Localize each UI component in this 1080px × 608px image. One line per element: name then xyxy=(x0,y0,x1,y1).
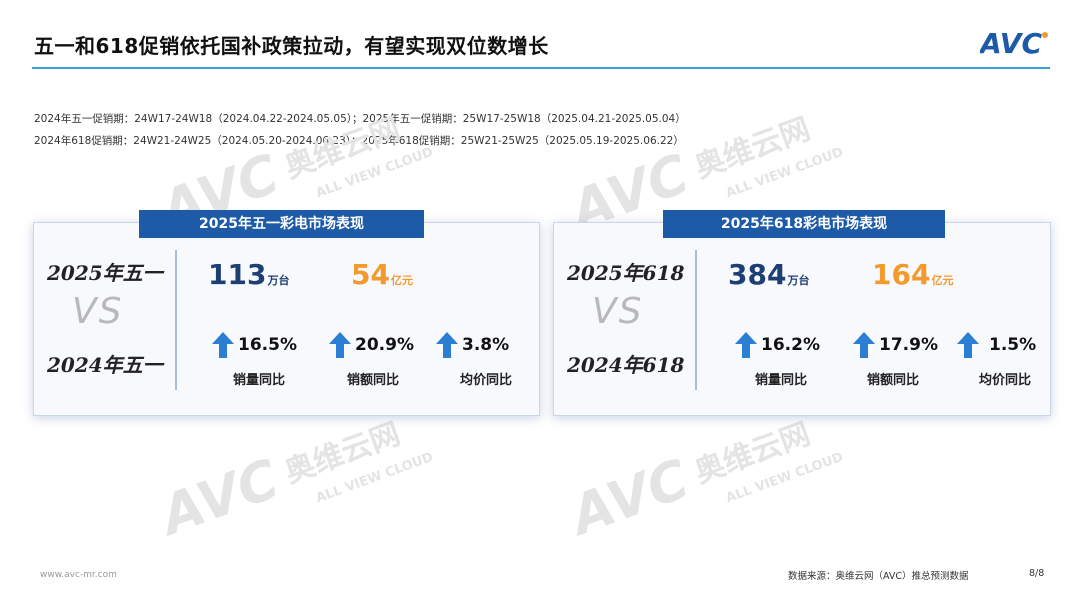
may-day-revenue-label: 销额同比 xyxy=(347,373,400,388)
svg-text:ALL VIEW CLOUD: ALL VIEW CLOUD xyxy=(314,145,435,201)
may-day-price-growth: 3.8% xyxy=(436,332,509,358)
logo-text: AVC xyxy=(980,27,1042,60)
may-day-divider xyxy=(175,250,177,390)
may-day-volume-label: 销量同比 xyxy=(233,373,286,388)
svg-text:ALL VIEW CLOUD: ALL VIEW CLOUD xyxy=(314,450,435,506)
may-day-revenue-growth: 20.9% xyxy=(329,332,414,358)
up-arrow-icon xyxy=(436,332,458,358)
header-divider xyxy=(32,67,1050,69)
svg-text:ALL VIEW CLOUD: ALL VIEW CLOUD xyxy=(724,450,845,506)
svg-text:AVC: AVC xyxy=(160,447,287,549)
up-arrow-icon xyxy=(735,332,757,358)
may-day-card xyxy=(33,222,540,416)
svg-text:ALL VIEW CLOUD: ALL VIEW CLOUD xyxy=(724,145,845,201)
may-day-previous-period: 2024年五一 xyxy=(47,353,163,377)
data-source-note: 数据来源：奥维云网（AVC）推总预测数据 xyxy=(788,571,969,582)
may-day-revenue-value: 54亿元 xyxy=(351,258,413,291)
may-day-price-label: 均价同比 xyxy=(460,373,513,388)
may-day-volume-growth: 16.5% xyxy=(212,332,297,358)
s618-card-header: 2025年618彩电市场表现 xyxy=(663,210,945,238)
up-arrow-icon xyxy=(212,332,234,358)
page-number: 8/8 xyxy=(1029,568,1045,579)
svg-text:奥维云网: 奥维云网 xyxy=(690,417,815,491)
s618-card xyxy=(553,222,1051,416)
s618-vs-label: VS xyxy=(592,291,644,332)
may-day-volume-value: 113万台 xyxy=(208,258,290,291)
svg-text:AVC: AVC xyxy=(559,447,697,549)
s618-price-label: 均价同比 xyxy=(979,373,1032,388)
s618-revenue-label: 销额同比 xyxy=(867,373,920,388)
may-day-current-period: 2025年五一 xyxy=(47,261,163,285)
up-arrow-icon xyxy=(957,332,979,358)
may-day-card-header: 2025年五一彩电市场表现 xyxy=(139,210,424,238)
period-note-may-day: 2024年五一促销期：24W17-24W18（2024.04.22-2024.0… xyxy=(34,113,686,125)
s618-revenue-growth: 17.9% xyxy=(853,332,938,358)
s618-volume-label: 销量同比 xyxy=(755,373,808,388)
s618-previous-period: 2024年618 xyxy=(567,353,685,377)
s618-divider xyxy=(695,250,697,390)
svg-text:奥维云网: 奥维云网 xyxy=(280,417,405,491)
up-arrow-icon xyxy=(329,332,351,358)
s618-revenue-value: 164亿元 xyxy=(872,258,954,291)
s618-price-growth: 1.5% xyxy=(957,332,1036,358)
s618-current-period: 2025年618 xyxy=(567,261,685,285)
up-arrow-icon xyxy=(853,332,875,358)
avc-logo: AVC xyxy=(980,27,1048,60)
website-link[interactable]: www.avc-mr.com xyxy=(40,570,117,580)
period-note-618: 2024年618促销期：24W21-24W25（2024.05.20-2024.… xyxy=(34,135,684,147)
may-day-vs-label: VS xyxy=(72,291,124,332)
svg-text:奥维云网: 奥维云网 xyxy=(690,112,815,186)
s618-volume-value: 384万台 xyxy=(728,258,810,291)
s618-volume-growth: 16.2% xyxy=(735,332,820,358)
page-title: 五一和618促销依托国补政策拉动，有望实现双位数增长 xyxy=(34,34,549,58)
